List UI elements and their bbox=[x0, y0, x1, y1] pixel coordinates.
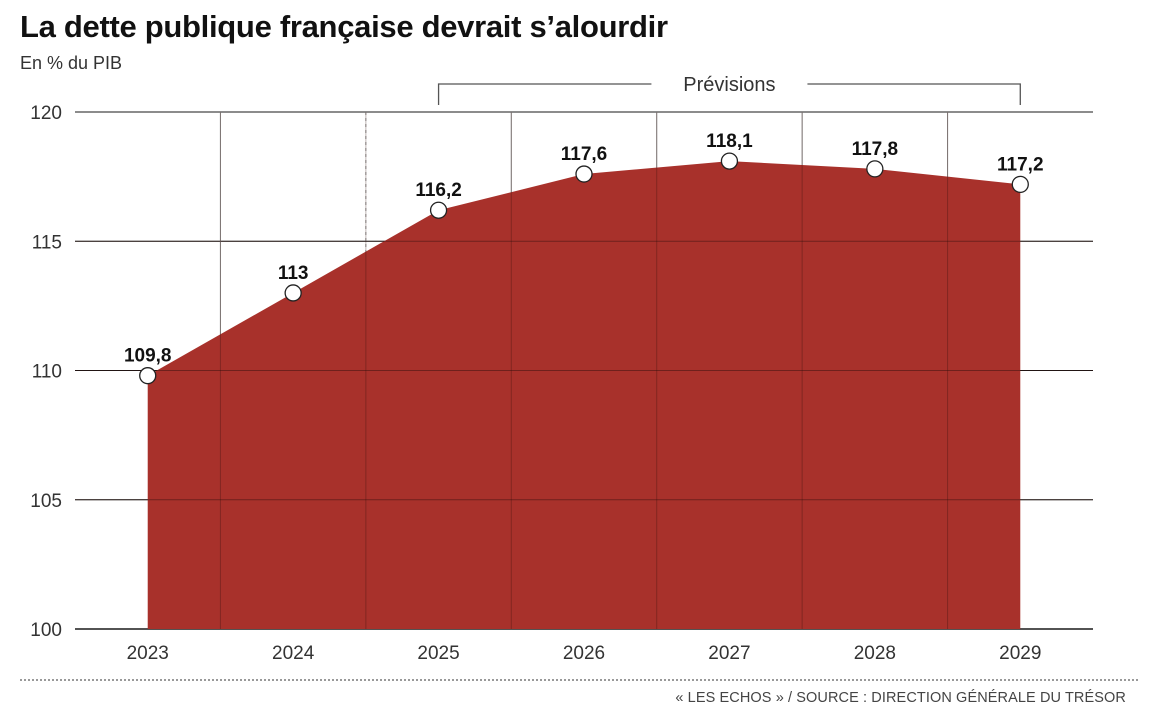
data-label-2029: 117,2 bbox=[997, 154, 1044, 175]
x-tick-label-2023: 2023 bbox=[127, 643, 169, 664]
data-label-2028: 117,8 bbox=[852, 139, 899, 160]
x-tick-label-2024: 2024 bbox=[272, 643, 315, 664]
y-tick-label-120: 120 bbox=[30, 103, 62, 124]
y-tick-label-105: 105 bbox=[30, 491, 62, 512]
data-label-2023: 109,8 bbox=[124, 346, 172, 367]
marker-layer bbox=[139, 152, 1029, 385]
data-point-2023 bbox=[139, 367, 157, 385]
x-tick-label-2028: 2028 bbox=[854, 643, 896, 664]
data-point-2027 bbox=[720, 152, 739, 170]
data-label-2027: 118,1 bbox=[706, 131, 753, 152]
forecast-label: Prévisions bbox=[683, 74, 775, 96]
area-layer bbox=[147, 161, 1021, 630]
y-tick-label-110: 110 bbox=[32, 362, 62, 383]
data-point-2028 bbox=[866, 160, 884, 178]
y-tick-label-115: 115 bbox=[32, 232, 62, 253]
footer-divider bbox=[20, 679, 1138, 681]
x-tick-label-2026: 2026 bbox=[563, 643, 605, 664]
chart-title: La dette publique française devrait s’al… bbox=[20, 9, 668, 44]
data-label-2026: 117,6 bbox=[561, 144, 608, 165]
x-tick-label-2029: 2029 bbox=[999, 643, 1041, 664]
label-layer: 100 105 110 115 120 109,8 113 116,2 117,6 118,1 11… bbox=[30, 74, 1043, 664]
chart-subtitle: En % du PIB bbox=[20, 53, 123, 73]
data-point-2024 bbox=[284, 284, 302, 302]
data-point-2025 bbox=[429, 201, 448, 219]
data-point-2026 bbox=[575, 165, 593, 183]
forecast-bracket-left bbox=[437, 83, 652, 105]
data-point-2029 bbox=[1011, 175, 1029, 194]
forecast-bracket-right bbox=[807, 83, 1021, 105]
data-label-2024: 113 bbox=[278, 263, 309, 284]
x-tick-label-2027: 2027 bbox=[708, 643, 750, 664]
overlay-layer bbox=[75, 112, 1093, 629]
y-tick-label-100: 100 bbox=[30, 620, 62, 641]
source-note: « LES ECHOS » / SOURCE : DIRECTION GÉNÉR… bbox=[675, 690, 1126, 706]
data-label-2025: 116,2 bbox=[415, 180, 462, 201]
debt-area-series bbox=[147, 161, 1021, 630]
x-tick-label-2025: 2025 bbox=[417, 643, 459, 664]
